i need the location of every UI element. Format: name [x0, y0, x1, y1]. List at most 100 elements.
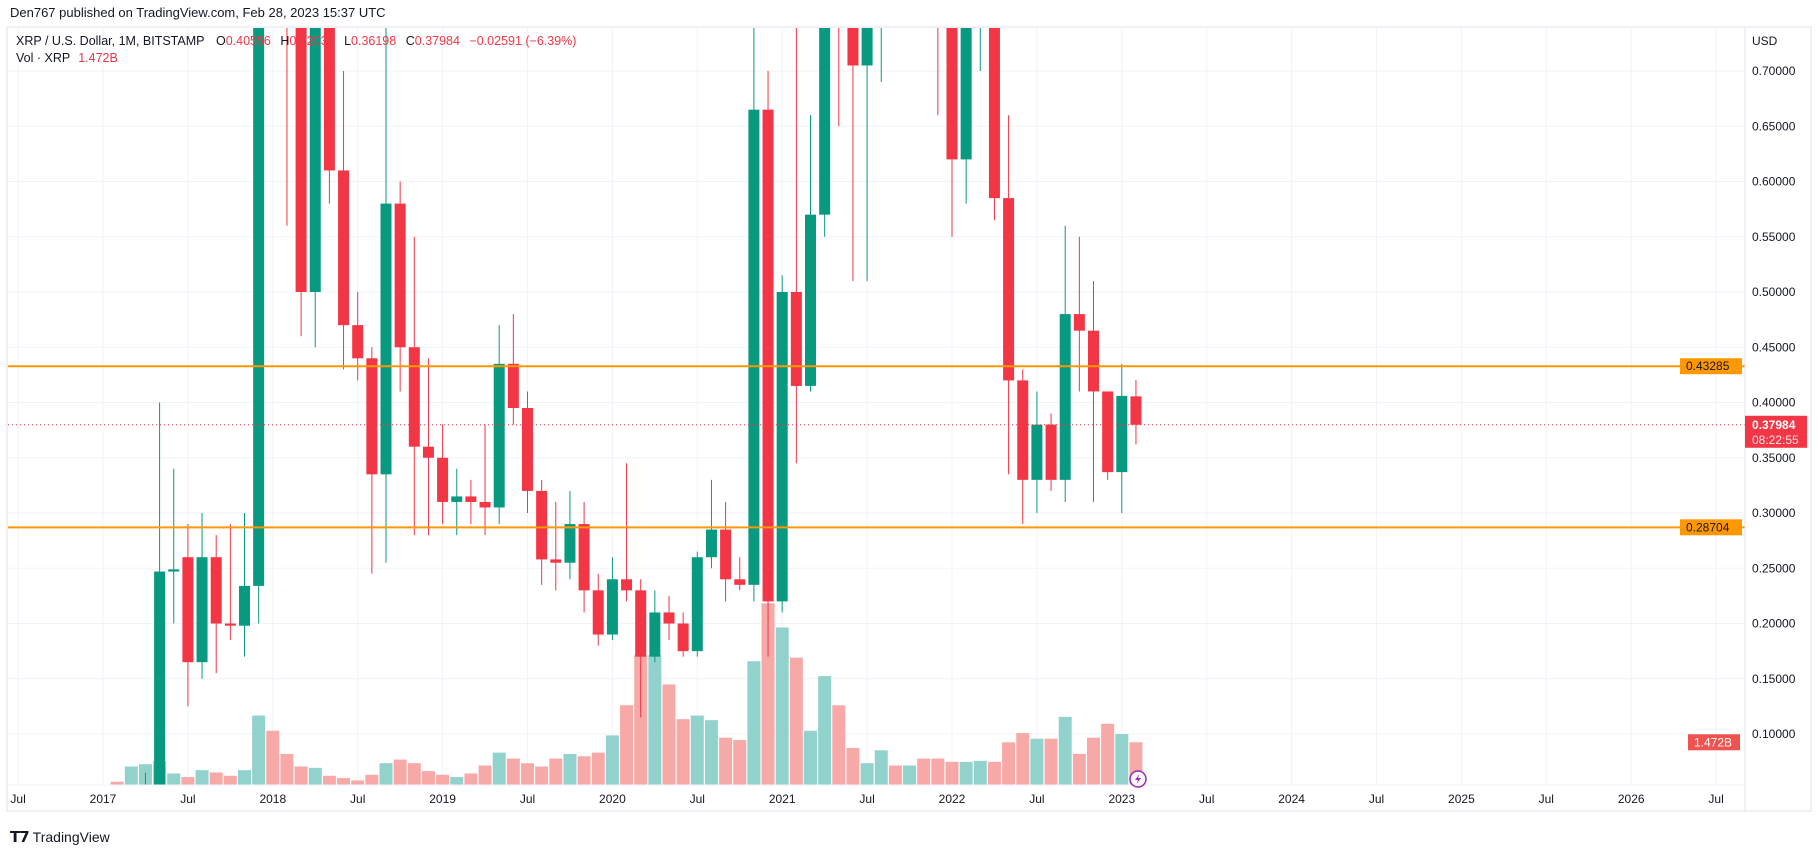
volume-bar	[789, 657, 803, 785]
volume-bar	[1058, 716, 1072, 785]
candle-body	[380, 203, 392, 475]
price-tick-label: 0.40000	[1752, 396, 1796, 410]
candle-body	[960, 28, 972, 160]
volume-bar	[407, 763, 421, 785]
volume-bar	[931, 758, 945, 785]
price-tick-label: 0.25000	[1752, 561, 1796, 575]
price-tick-label: 0.10000	[1752, 727, 1796, 741]
horizontal-levels[interactable]	[8, 365, 1745, 529]
low-label: L	[344, 34, 352, 48]
candle-body	[946, 28, 958, 160]
candle-body	[847, 28, 859, 66]
logo-text: TradingView	[32, 829, 110, 845]
price-axis[interactable]: 0.70000 0.65000 0.60000 0.55000 0.50000 0.450…	[1752, 64, 1796, 741]
price-tick-label: 0.45000	[1752, 340, 1796, 354]
candle-body	[1059, 314, 1071, 480]
tradingview-logo[interactable]: 𝗧𝟳 TradingView	[10, 828, 110, 846]
candle-body	[139, 784, 151, 785]
volume-bar	[1072, 753, 1086, 785]
candle-body	[323, 28, 335, 171]
volume-bar	[506, 758, 520, 785]
candle-body	[465, 496, 477, 502]
candle-body	[819, 28, 831, 215]
open-label: O	[215, 34, 226, 48]
volume-bar	[605, 735, 619, 785]
volume-bar	[1115, 734, 1129, 785]
volume-bar	[1016, 733, 1030, 785]
volume-bar	[252, 715, 266, 785]
time-tick-label: 2017	[90, 792, 117, 806]
volume-bar	[959, 761, 973, 785]
volume-bar	[195, 770, 209, 785]
close-label: C	[405, 34, 415, 48]
volume-bar	[351, 780, 365, 785]
volume-label[interactable]: Vol · XRP	[16, 51, 71, 65]
volume-bar	[973, 760, 987, 785]
volume-bar	[97, 790, 110, 791]
candle-body	[507, 363, 519, 409]
volume-bar	[82, 790, 95, 791]
volume-bar	[818, 676, 832, 785]
candle-body	[578, 524, 590, 591]
volume-bar	[124, 766, 138, 785]
candle-body	[182, 557, 194, 663]
time-tick-label: 2018	[259, 792, 286, 806]
volume-bar	[577, 756, 591, 785]
volume-bar	[365, 774, 379, 785]
time-tick-label: Jul	[1708, 792, 1723, 806]
dividends-lightning-icon[interactable]	[1129, 770, 1147, 788]
volume-bar	[945, 761, 959, 785]
volume-bar	[719, 737, 733, 785]
volume-bar	[12, 790, 25, 791]
volume-bar	[888, 765, 902, 785]
time-tick-label: 2020	[599, 792, 626, 806]
symbol-description[interactable]: XRP / U.S. Dollar, 1M, BITSTAMP	[16, 34, 205, 48]
volume-bar	[464, 773, 478, 785]
high-label: H	[280, 34, 290, 48]
volume-bar	[337, 778, 351, 785]
volume-bar	[761, 603, 775, 785]
volume-bar	[492, 752, 506, 785]
volume-bar	[421, 771, 435, 785]
candle-body	[1003, 198, 1015, 381]
candle-body	[309, 28, 321, 292]
candle-body	[239, 585, 250, 626]
candle-body	[677, 623, 689, 652]
last-price-label: 0.37984	[1752, 418, 1796, 432]
volume-bar	[54, 790, 67, 791]
volume-bar	[68, 790, 81, 791]
volume-bar	[804, 730, 817, 785]
candle-body	[748, 109, 760, 585]
volume-bar	[662, 684, 676, 785]
candle-body	[1073, 314, 1085, 331]
candle-body	[876, 0, 887, 16]
level-price-label: 0.43285	[1686, 359, 1730, 373]
price-tick-label: 0.35000	[1752, 451, 1796, 465]
last-price-tag	[1745, 415, 1807, 448]
time-axis[interactable]: Jul 2017 Jul 2018 Jul 2019 Jul 2020 Jul 2021 Jul 20…	[10, 792, 1723, 806]
open-value: 0.40556	[225, 34, 271, 48]
time-tick-label: 2019	[429, 792, 456, 806]
candle-body	[126, 821, 137, 837]
price-tick-label: 0.65000	[1752, 119, 1796, 133]
time-tick-label: 2023	[1108, 792, 1135, 806]
volume-bar	[549, 758, 563, 785]
volume-bar	[266, 730, 280, 785]
candle-body	[663, 612, 675, 624]
volume-row: Vol · XRP 1.472B	[16, 50, 582, 67]
candle-body	[564, 524, 576, 563]
candle-body	[1045, 424, 1057, 480]
volume-bar	[1030, 738, 1044, 785]
time-tick-label: Jul	[350, 792, 365, 806]
candle-body	[734, 579, 746, 585]
volume-bar	[917, 758, 931, 785]
candle-body	[394, 203, 406, 348]
time-tick-label: 2025	[1448, 792, 1475, 806]
level-price-tag	[1680, 358, 1742, 375]
volume-bar	[648, 655, 662, 785]
last-volume-label: 1.472B	[1694, 735, 1732, 749]
candle-body	[1017, 380, 1029, 480]
volume-bar	[846, 747, 860, 785]
candle-body	[762, 109, 774, 602]
